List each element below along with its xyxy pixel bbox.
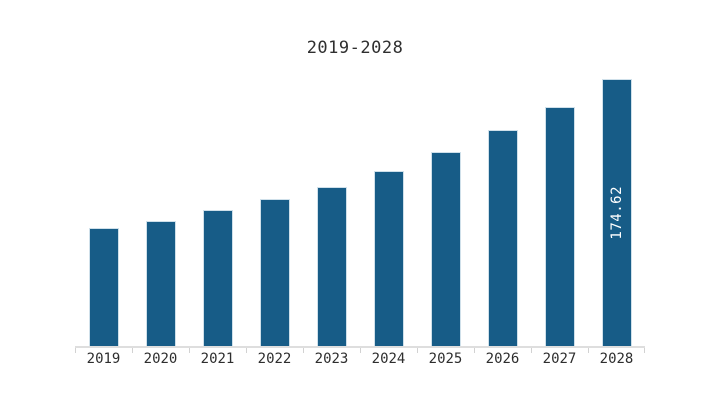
bar-2020 [145, 221, 176, 346]
bar-2023 [316, 187, 347, 346]
x-axis-label-2021: 2021 [200, 351, 235, 367]
bar-2024 [373, 171, 404, 346]
x-axis-tick [132, 348, 133, 353]
x-axis-labels: 2019 2020 2021 2022 2023 2024 2025 2026 2027 2028 [75, 351, 645, 371]
x-axis-label-2025: 2025 [428, 351, 463, 367]
plot-area: 174.62 [75, 79, 645, 353]
x-axis-tick [531, 348, 532, 353]
x-axis-tick [644, 348, 645, 353]
x-axis-label-2024: 2024 [371, 351, 406, 367]
bar-2026 [487, 130, 518, 346]
bar-2025 [430, 152, 461, 346]
x-axis-label-2023: 2023 [314, 351, 349, 367]
bar-2027 [544, 107, 575, 346]
x-axis-tick [246, 348, 247, 353]
x-axis-tick [588, 348, 589, 353]
x-axis-tick [360, 348, 361, 353]
bar-value-label: 174.62 [608, 186, 625, 240]
x-axis-label-2020: 2020 [143, 351, 178, 367]
x-axis-tick [474, 348, 475, 353]
x-axis-tick [417, 348, 418, 353]
x-axis-label-2026: 2026 [485, 351, 520, 367]
x-axis-label-2028: 2028 [599, 351, 634, 367]
x-axis-tick [75, 348, 76, 353]
x-axis-line [75, 346, 645, 348]
x-axis-label-2022: 2022 [257, 351, 292, 367]
x-axis-tick [189, 348, 190, 353]
bar-2021 [202, 210, 233, 346]
x-axis-tick [303, 348, 304, 353]
chart-title: 2019-2028 [306, 38, 404, 58]
x-axis-label-2027: 2027 [542, 351, 577, 367]
x-axis-label-2019: 2019 [86, 351, 121, 367]
bar-2022 [259, 199, 290, 346]
bar-2028: 174.62 [601, 79, 632, 346]
bar-2019 [88, 228, 119, 346]
